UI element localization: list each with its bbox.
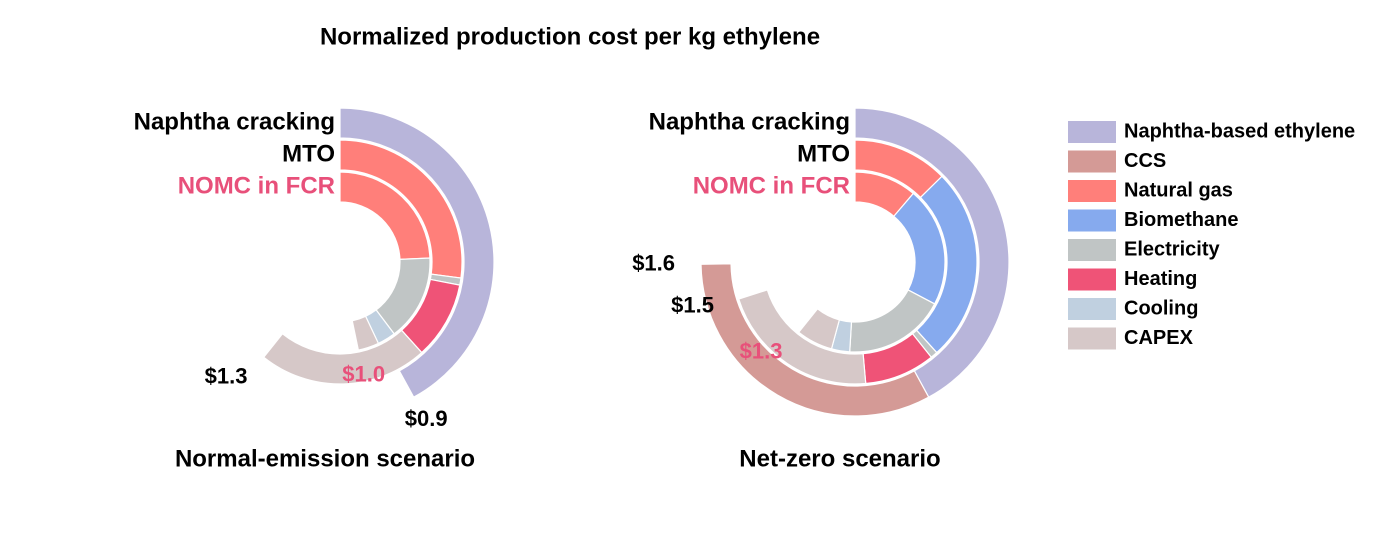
ring-label: Naphtha cracking (649, 108, 850, 135)
ring-total: $0.9 (405, 406, 448, 431)
legend-label: CAPEX (1124, 327, 1194, 349)
ring-total: $1.5 (671, 293, 714, 318)
ring-segment (700, 263, 930, 417)
ring-total: $1.0 (342, 361, 385, 386)
ring-segment (339, 107, 495, 399)
legend-swatch (1068, 180, 1116, 202)
ring-label: MTO (282, 140, 335, 167)
legend-swatch (1068, 268, 1116, 291)
scenario-label: Net-zero scenario (739, 445, 940, 472)
legend-label: CCS (1124, 150, 1166, 172)
ring-label: NOMC in FCR (693, 172, 850, 199)
legend-swatch (1068, 150, 1116, 173)
ring-label: MTO (797, 140, 850, 167)
legend-label: Cooling (1124, 297, 1198, 319)
ring-segment (737, 289, 867, 385)
ring-total: $1.6 (632, 250, 675, 275)
legend-swatch (1068, 239, 1116, 261)
legend-swatch (1068, 121, 1116, 143)
ring-total: $1.3 (740, 338, 783, 363)
legend-label: Natural gas (1124, 179, 1233, 201)
legend-label: Naphtha-based ethylene (1124, 120, 1355, 142)
figure-title: Normalized production cost per kg ethyle… (320, 23, 820, 50)
legend-label: Biomethane (1124, 209, 1238, 231)
ring-segment (797, 307, 841, 350)
legend-label: Heating (1124, 268, 1197, 290)
ring-segment (351, 315, 380, 351)
ring-total: $1.3 (205, 363, 248, 388)
ring-segment (262, 329, 423, 385)
scenario-label: Normal-emission scenario (175, 445, 475, 472)
legend-swatch (1068, 298, 1116, 320)
legend-swatch (1068, 209, 1116, 232)
ring-label: NOMC in FCR (178, 172, 335, 199)
ring-label: Naphtha cracking (134, 108, 335, 135)
legend-swatch (1068, 327, 1116, 350)
legend-label: Electricity (1124, 238, 1220, 260)
